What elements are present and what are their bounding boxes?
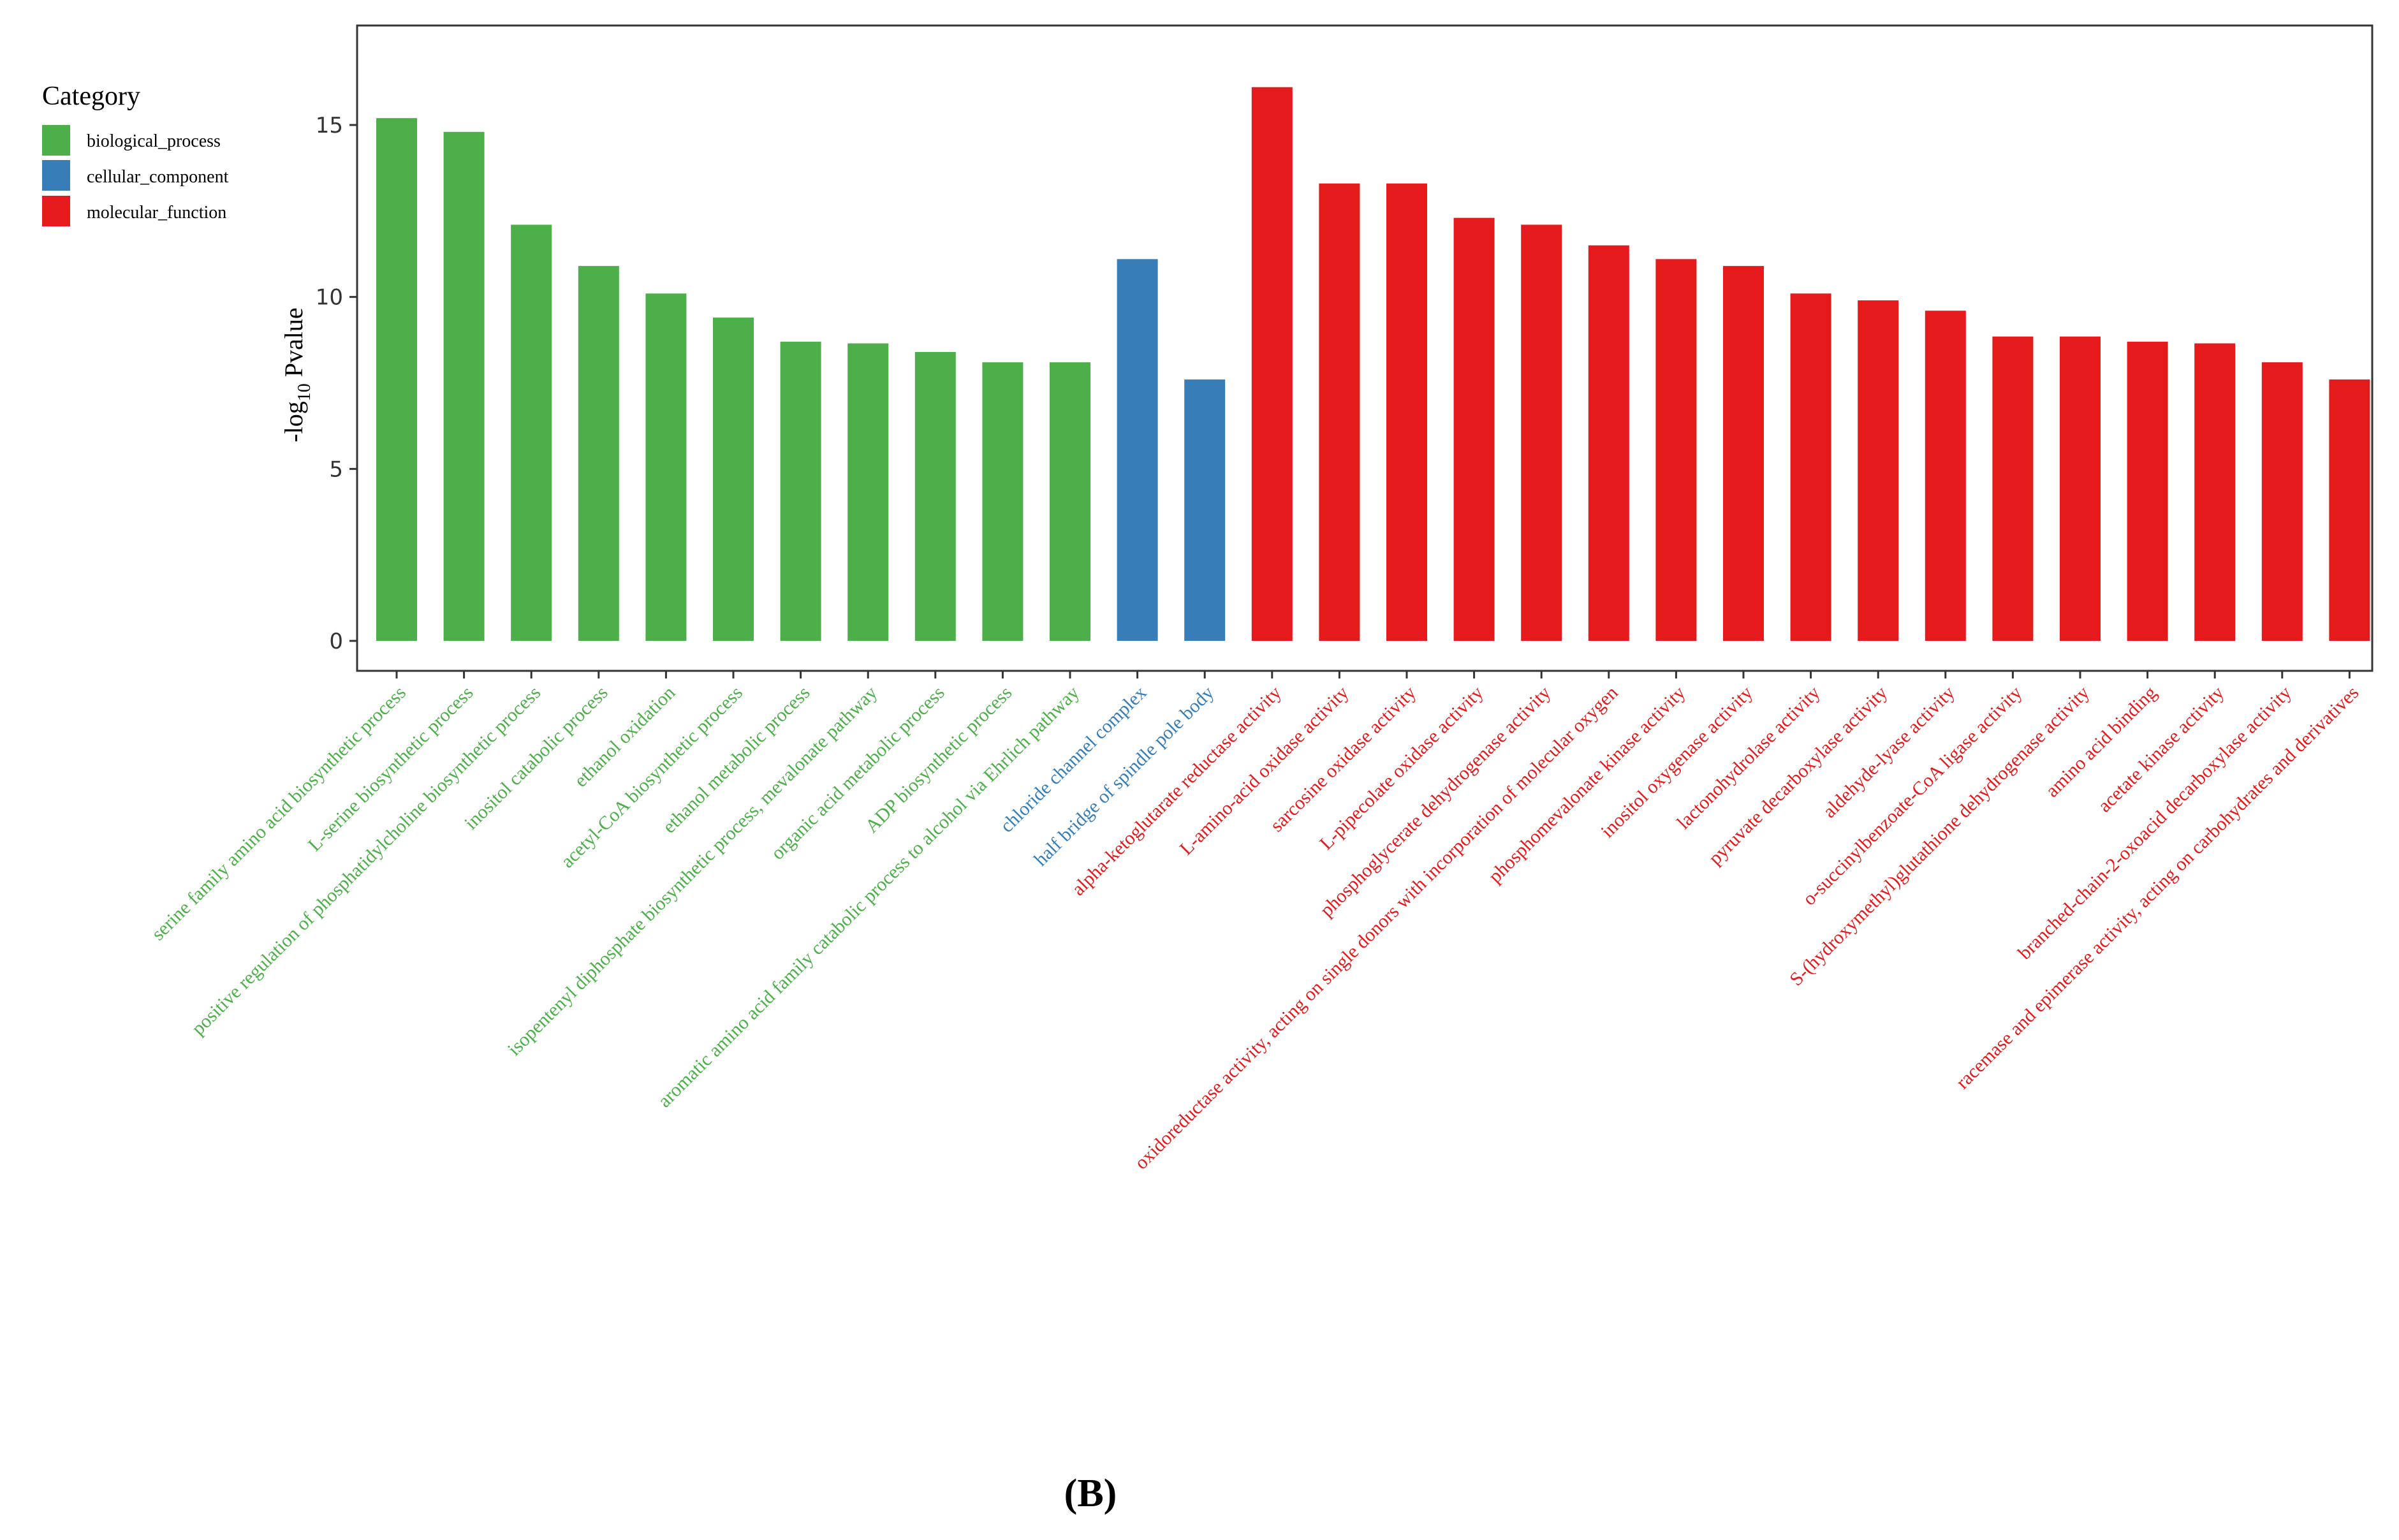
y-axis-title-prefix: -log (279, 401, 308, 442)
y-axis-title-suffix: Pvalue (279, 307, 308, 383)
x-tick-label: aldehyde-lyase activity (1819, 682, 1958, 822)
x-tick-label: serine family amino acid biosynthetic pr… (147, 682, 410, 945)
bar (1050, 362, 1090, 641)
bars (376, 87, 2370, 642)
y-axis-title-subscript: 10 (295, 383, 314, 401)
bar (1386, 183, 1427, 642)
bar (1790, 293, 1831, 642)
bar (1992, 336, 2034, 641)
legend-swatch-biological-process (42, 125, 70, 156)
bar (1723, 266, 1764, 641)
y-axis: 0 5 10 15 (316, 113, 357, 654)
bar (914, 351, 956, 641)
bar (1117, 259, 1158, 642)
bar (1858, 300, 1899, 641)
legend-label-biological-process: biological_process (87, 131, 221, 151)
x-axis: serine family amino acid biosynthetic pr… (147, 671, 2363, 1173)
legend-label-cellular-component: cellular_component (87, 167, 229, 187)
bar (2060, 336, 2101, 641)
figure-caption: (B) (1064, 1472, 1117, 1515)
bar (645, 293, 687, 642)
bar (2194, 343, 2236, 641)
bar (443, 131, 485, 641)
y-tick-label: 10 (316, 285, 343, 311)
bar (1588, 245, 1629, 641)
legend-title: Category (42, 82, 140, 111)
bar (578, 266, 619, 641)
legend-swatch-cellular-component (42, 160, 70, 191)
bar (1251, 87, 1293, 641)
bar (1319, 183, 1360, 642)
x-tick-label: acetate kinase activity (2094, 682, 2229, 817)
y-tick-label: 15 (316, 113, 343, 138)
x-tick-label: phosphoglycerate dehydrogenase activity (1316, 682, 1555, 921)
bar (847, 343, 889, 641)
plot-panel (356, 24, 2373, 672)
bar (376, 118, 417, 642)
legend: Category biological_process cellular_com… (42, 82, 229, 226)
bar (1925, 311, 1966, 641)
bar (511, 224, 552, 641)
bar (1655, 259, 1697, 642)
y-axis-title: -log10 Pvalue (279, 307, 314, 442)
bar (982, 362, 1023, 641)
bar (1521, 224, 1562, 641)
y-tick-label: 5 (329, 457, 343, 482)
bar (2329, 379, 2370, 641)
bar (2261, 362, 2303, 641)
bar (2127, 341, 2168, 641)
legend-swatch-molecular-function (42, 196, 70, 226)
bar (713, 318, 754, 641)
legend-label-molecular-function: molecular_function (87, 203, 226, 223)
y-tick-label: 0 (329, 629, 343, 654)
x-tick-label: amino acid binding (2041, 682, 2161, 802)
bar (1184, 379, 1226, 641)
bar (1453, 217, 1495, 641)
bar (780, 341, 821, 641)
